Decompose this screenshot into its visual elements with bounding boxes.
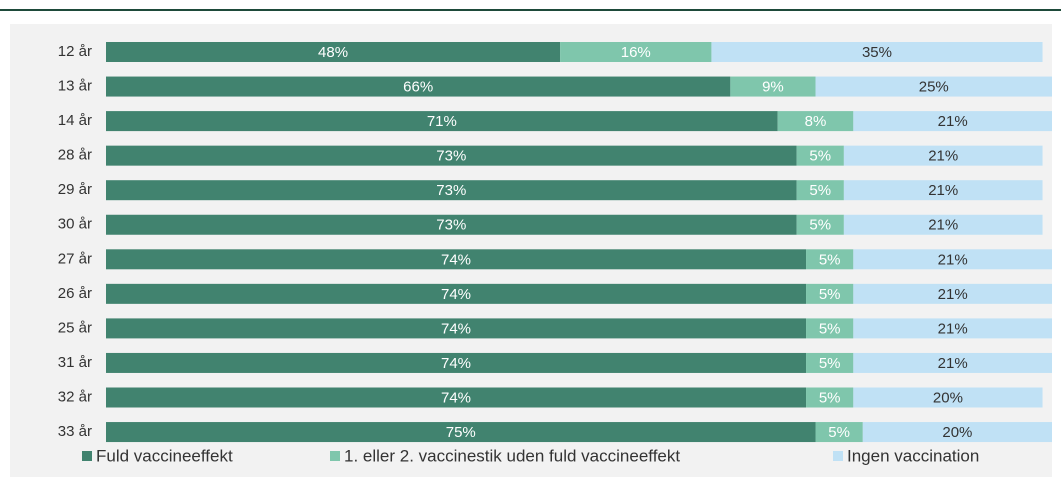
data-label: 74% [441, 389, 471, 406]
y-tick-label: 32 år [58, 388, 92, 405]
y-tick-label: 27 år [58, 250, 92, 267]
bar-segment [796, 214, 844, 235]
bar-segment [106, 352, 807, 373]
data-label: 5% [809, 182, 831, 199]
data-label: 21% [938, 286, 968, 303]
data-label: 74% [441, 286, 471, 303]
bar-segment [106, 145, 797, 166]
y-tick-label: 25 år [58, 319, 92, 336]
data-label: 16% [621, 44, 651, 61]
y-tick-label: 33 år [58, 423, 92, 440]
bar-segment [853, 111, 1052, 132]
bar-segment [106, 111, 778, 132]
data-label: 21% [928, 217, 958, 234]
bar-segment [853, 318, 1052, 339]
bar-segment [815, 422, 863, 443]
bar-segment [806, 249, 854, 270]
data-label: 21% [928, 182, 958, 199]
legend-swatch [330, 451, 340, 461]
bar-segment [777, 111, 854, 132]
data-label: 73% [436, 217, 466, 234]
data-label: 21% [928, 148, 958, 165]
data-label: 73% [436, 182, 466, 199]
data-label: 20% [933, 389, 963, 406]
bar-segment [853, 352, 1052, 373]
bar-segment [106, 422, 816, 443]
bar-segment [560, 42, 712, 62]
data-label: 20% [942, 424, 972, 441]
y-tick-label: 28 år [58, 147, 92, 164]
y-tick-label: 31 år [58, 354, 92, 371]
data-label: 74% [441, 251, 471, 268]
bar-segment [815, 76, 1052, 97]
bar-segment [106, 214, 797, 235]
data-label: 21% [938, 113, 968, 130]
legend-swatch [833, 451, 843, 461]
bar-segment [106, 283, 807, 304]
data-label: 21% [938, 320, 968, 337]
bar-segment [862, 422, 1052, 443]
bar-segment [853, 249, 1052, 270]
bar-segment [106, 318, 807, 339]
legend-label: Fuld vaccineeffekt [96, 446, 233, 465]
legend-label: Ingen vaccination [847, 446, 979, 465]
bar-segment [843, 214, 1043, 235]
data-label: 5% [819, 286, 841, 303]
legend-label: 1. eller 2. vaccinestik uden fuld vaccin… [344, 446, 680, 465]
bar-segment [106, 249, 807, 270]
y-tick-label: 26 år [58, 285, 92, 302]
bar-segment [106, 387, 807, 408]
bar-segment [796, 145, 844, 166]
data-label: 73% [436, 148, 466, 165]
data-label: 25% [919, 79, 949, 96]
data-label: 75% [446, 424, 476, 441]
y-tick-label: 14 år [58, 112, 92, 129]
y-tick-label: 29 år [58, 181, 92, 198]
y-tick-label: 30 år [58, 216, 92, 233]
y-tick-label: 12 år [58, 43, 92, 60]
data-label: 48% [318, 44, 348, 61]
bar-segment [806, 387, 854, 408]
bar-segment [806, 318, 854, 339]
bar-segment [806, 283, 854, 304]
bar-segment [796, 180, 844, 201]
data-label: 21% [938, 251, 968, 268]
data-label: 5% [809, 148, 831, 165]
legend-swatch [82, 451, 92, 461]
bar-segment [843, 180, 1043, 201]
data-label: 74% [441, 320, 471, 337]
bar-segment [106, 180, 797, 201]
data-label: 35% [862, 44, 892, 61]
bar-segment [853, 283, 1052, 304]
bar-segment [853, 387, 1043, 408]
data-label: 74% [441, 355, 471, 372]
bar-segment [730, 76, 816, 97]
bar-segment [806, 352, 854, 373]
data-label: 9% [762, 79, 784, 96]
bar-segment [106, 42, 561, 62]
data-label: 5% [809, 217, 831, 234]
data-label: 5% [828, 424, 850, 441]
data-label: 71% [427, 113, 457, 130]
data-label: 5% [819, 389, 841, 406]
data-label: 66% [403, 79, 433, 96]
top-rule [0, 9, 1061, 11]
bar-segment [106, 76, 731, 97]
data-label: 5% [819, 320, 841, 337]
data-label: 21% [938, 355, 968, 372]
data-label: 5% [819, 251, 841, 268]
data-label: 5% [819, 355, 841, 372]
data-label: 8% [805, 113, 827, 130]
bar-segment [711, 42, 1043, 62]
y-tick-label: 13 år [58, 78, 92, 95]
bar-segment [843, 145, 1043, 166]
